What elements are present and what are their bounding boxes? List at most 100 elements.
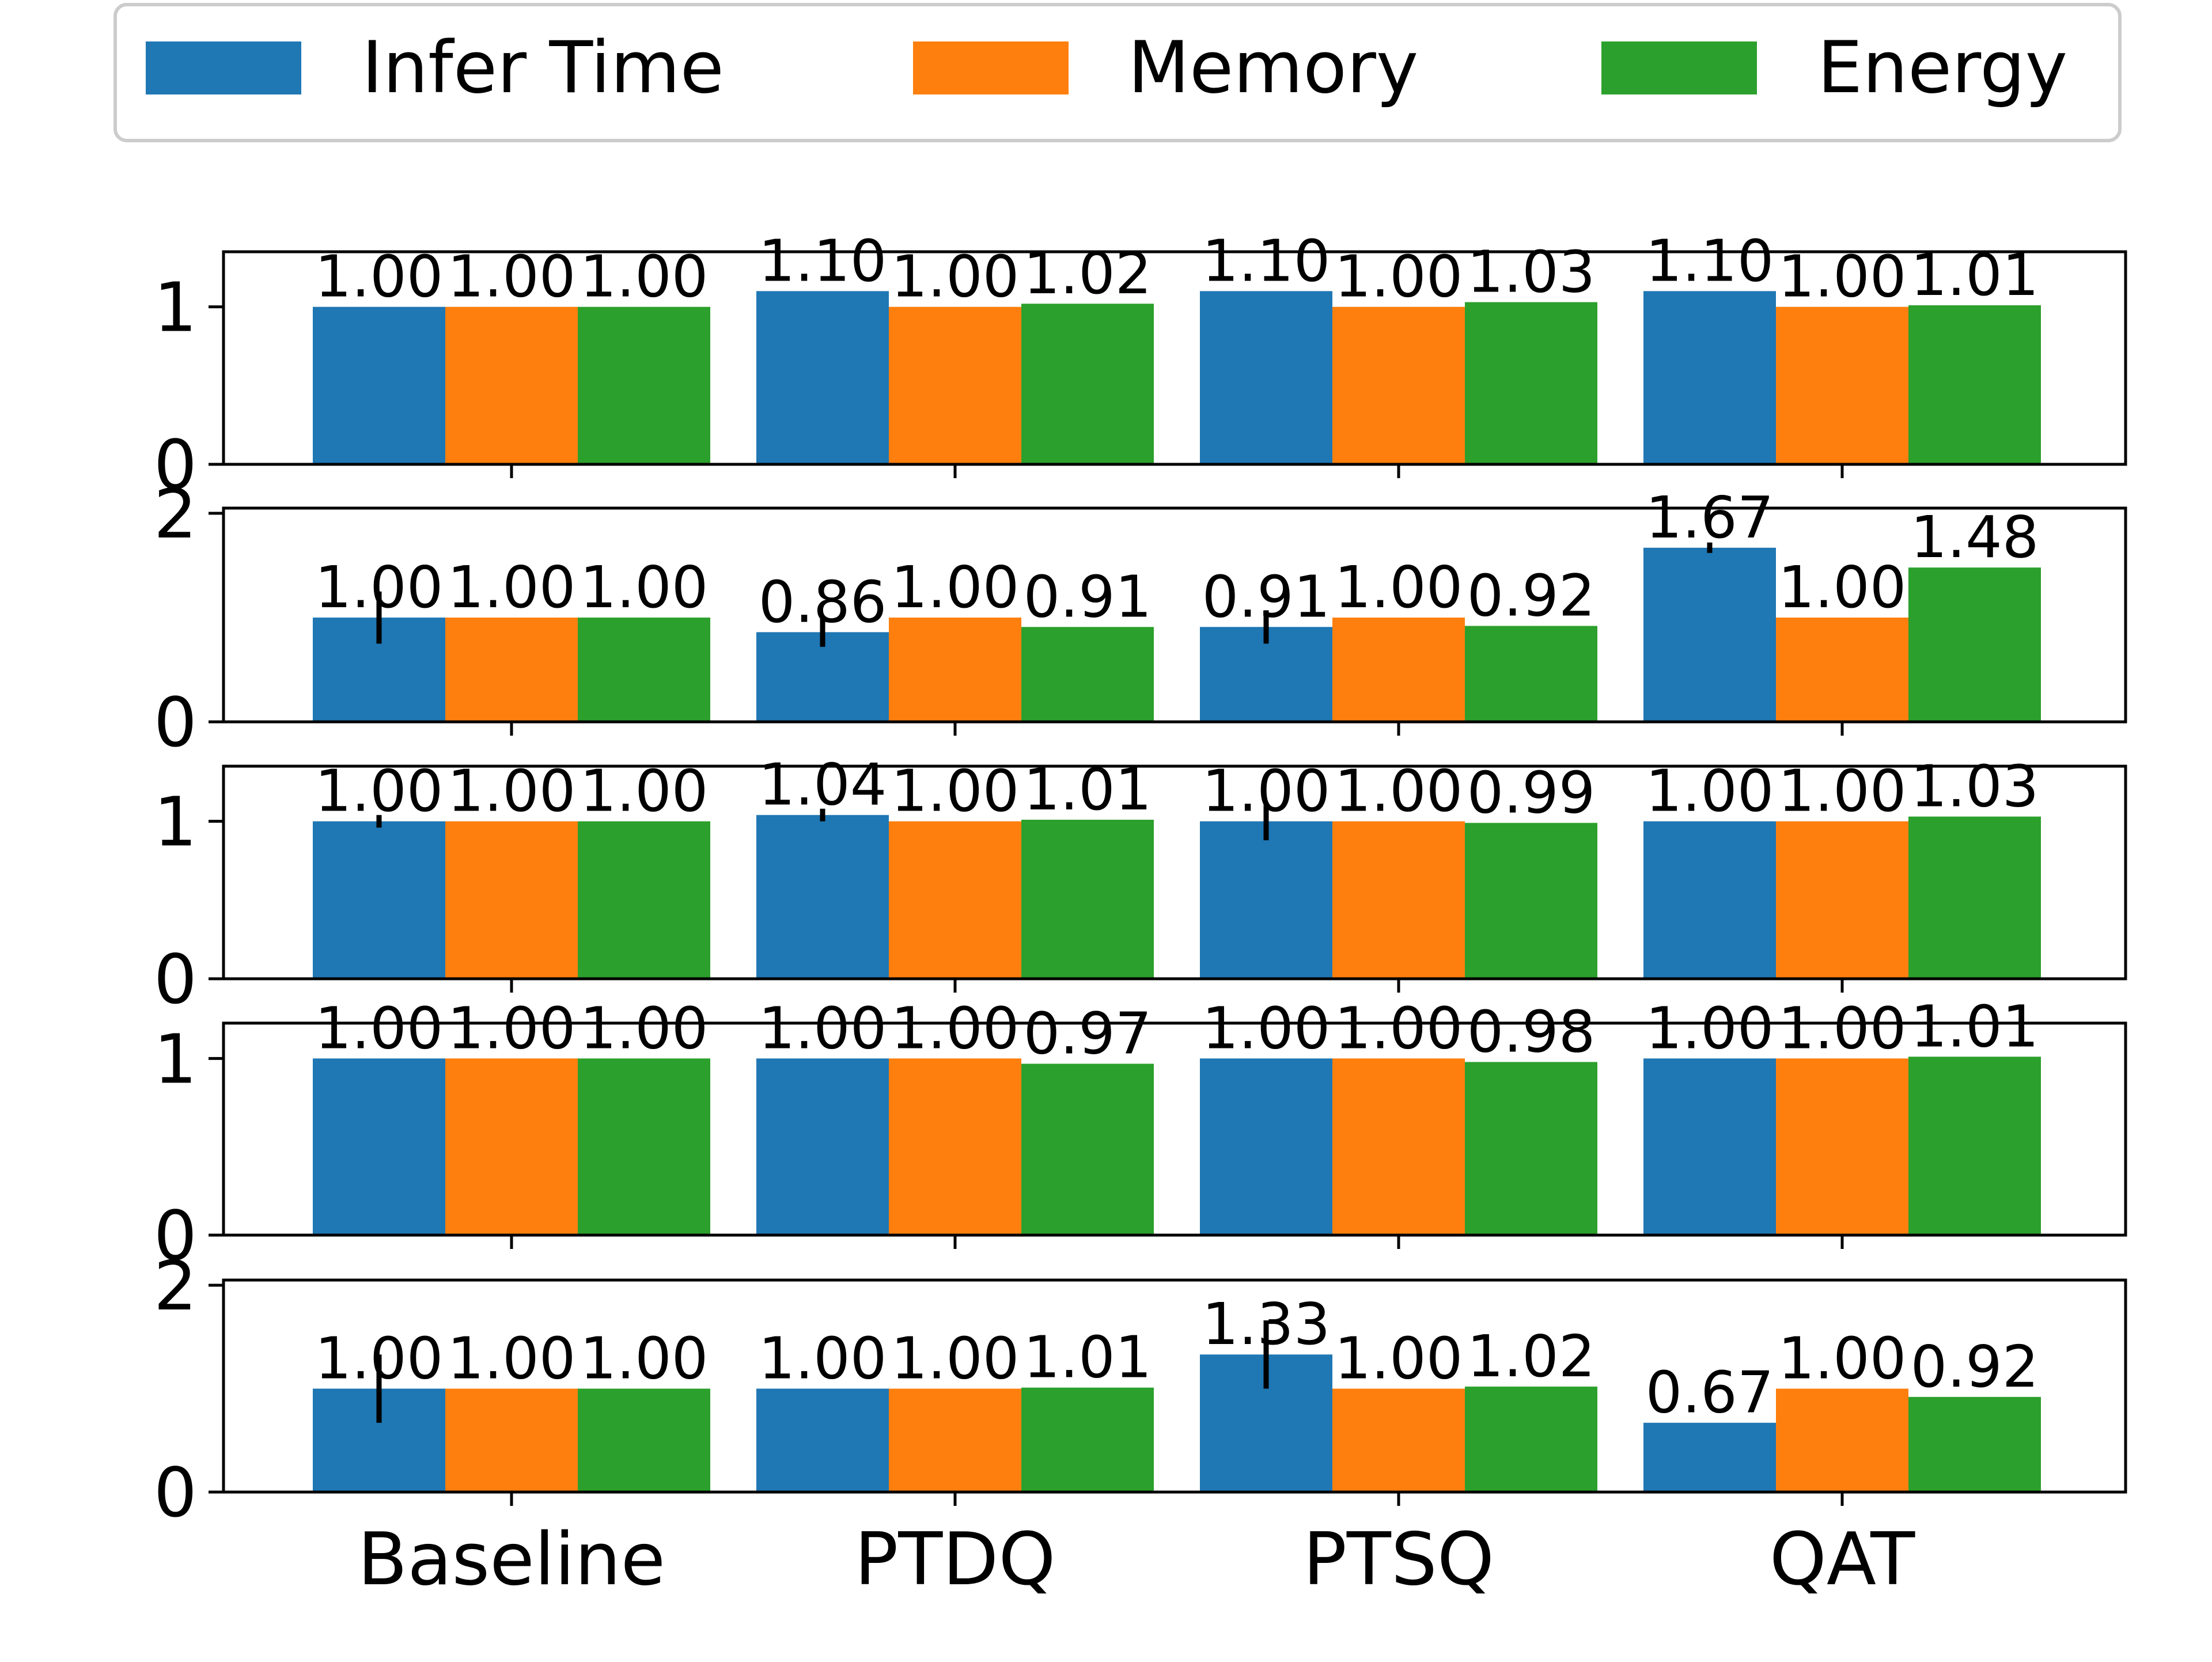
bar <box>1908 305 2041 464</box>
bar <box>1332 1388 1465 1492</box>
panels: 1.00 1.10 1.10 1.101.00 1.00 1.00 1.001.00 1.02… <box>154 227 2127 1532</box>
data-label: 1.33 <box>1202 1290 1331 1358</box>
bar <box>1643 291 1776 464</box>
bar <box>1200 821 1332 979</box>
data-label: 1.00 <box>1335 554 1463 621</box>
bar <box>1021 304 1154 464</box>
data-label: 1.10 <box>1646 227 1774 294</box>
data-label: 1.00 <box>315 758 444 825</box>
bar <box>756 632 889 722</box>
axes-frame <box>222 1021 2127 1237</box>
bar <box>1021 819 1154 979</box>
x-tick-label: PTSQ <box>1303 1517 1494 1602</box>
data-label: 1.00 <box>580 1324 709 1392</box>
data-label: 1.00 <box>580 758 709 825</box>
x-tick-label: PTDQ <box>854 1517 1055 1602</box>
panel-3: 1.00 1.04 1.00 1.001.00 1.00 1.00 1.001.00 1.01… <box>154 751 2127 1019</box>
bar <box>578 618 710 722</box>
y-tick-label: 2 <box>154 474 197 554</box>
data-label: 1.00 <box>448 1324 576 1392</box>
data-label: 1.03 <box>1467 238 1596 305</box>
data-label: 1.00 <box>448 994 576 1062</box>
data-label: 1.00 <box>1335 758 1463 825</box>
bar <box>889 821 1021 979</box>
data-label: 1.00 <box>580 243 709 311</box>
bar <box>1908 816 2041 979</box>
legend-label-3: Energy <box>1817 26 2067 109</box>
bar <box>445 306 578 464</box>
data-label: 1.00 <box>1202 994 1331 1062</box>
legend-frame <box>113 3 2122 142</box>
data-label: 1.00 <box>1778 1324 1907 1392</box>
bar <box>1332 821 1465 979</box>
y-tick-label: 1 <box>154 782 197 862</box>
data-label: 1.00 <box>448 554 576 621</box>
bar <box>1465 1062 1597 1235</box>
data-label: 1.00 <box>580 554 709 621</box>
bar <box>1332 306 1465 464</box>
bar <box>1776 1388 1908 1492</box>
data-label: 1.00 <box>891 554 1020 621</box>
bar <box>578 1388 710 1492</box>
data-label: 1.02 <box>1467 1323 1596 1390</box>
bar <box>1021 627 1154 722</box>
data-label: 1.04 <box>759 751 887 819</box>
data-label: 0.91 <box>1024 563 1152 630</box>
data-label: 1.00 <box>1778 554 1907 621</box>
data-label: 1.01 <box>1911 993 2039 1060</box>
bar <box>756 1058 889 1235</box>
data-label: 1.10 <box>759 227 887 294</box>
data-label: 1.00 <box>891 243 1020 311</box>
bar <box>1332 618 1465 722</box>
bar <box>1908 1396 2041 1492</box>
legend: Infer Time Memory Energy <box>113 3 2122 142</box>
y-tick-label: 0 <box>154 1196 197 1275</box>
data-label: 1.00 <box>1646 758 1774 825</box>
bar <box>889 1388 1021 1492</box>
bar <box>313 1058 445 1235</box>
bar <box>1465 823 1597 979</box>
bar <box>1776 1058 1908 1235</box>
data-label: 1.00 <box>891 758 1020 825</box>
x-tick-label: Baseline <box>358 1517 665 1602</box>
data-label: 1.10 <box>1202 227 1331 294</box>
data-label: 1.00 <box>315 243 444 311</box>
data-label: 0.92 <box>1911 1333 2039 1400</box>
bar <box>1465 302 1597 464</box>
data-label: 1.00 <box>1202 758 1331 825</box>
data-label: 1.00 <box>1335 994 1463 1062</box>
bar <box>445 1058 578 1235</box>
bar <box>578 306 710 464</box>
data-label: 1.00 <box>1778 243 1907 311</box>
legend-swatch-3 <box>1601 41 1757 94</box>
bar <box>1643 821 1776 979</box>
data-label: 1.00 <box>759 1324 887 1392</box>
bar <box>1643 1058 1776 1235</box>
bar <box>1776 618 1908 722</box>
data-label: 1.00 <box>1335 243 1463 311</box>
x-tick-label: QAT <box>1770 1517 1916 1602</box>
legend-label-1: Infer Time <box>362 26 724 109</box>
data-label: 0.97 <box>1024 1000 1152 1067</box>
bar <box>889 306 1021 464</box>
bar <box>1332 1058 1465 1235</box>
axes-frame <box>222 1278 2127 1494</box>
bar <box>1200 291 1332 464</box>
data-label: 1.00 <box>1335 1324 1463 1392</box>
y-tick-label: 0 <box>154 425 197 505</box>
bar <box>1021 1063 1154 1235</box>
y-tick-label: 2 <box>154 1246 197 1326</box>
data-label: 0.91 <box>1202 563 1331 630</box>
bar <box>1465 1386 1597 1492</box>
data-label: 0.99 <box>1467 759 1596 826</box>
bar <box>1776 306 1908 464</box>
data-label: 1.00 <box>315 554 444 621</box>
x-axis: Baseline PTDQ PTSQ QAT <box>358 1517 1915 1602</box>
bar <box>445 618 578 722</box>
panel-2: 1.00 0.86 0.911.671.00 1.00 1.00 1.001.00 0.91… <box>154 474 2127 762</box>
bar <box>889 618 1021 722</box>
data-label: 0.67 <box>1646 1359 1774 1426</box>
data-label: 0.92 <box>1467 562 1596 630</box>
data-label: 1.00 <box>891 1324 1020 1392</box>
